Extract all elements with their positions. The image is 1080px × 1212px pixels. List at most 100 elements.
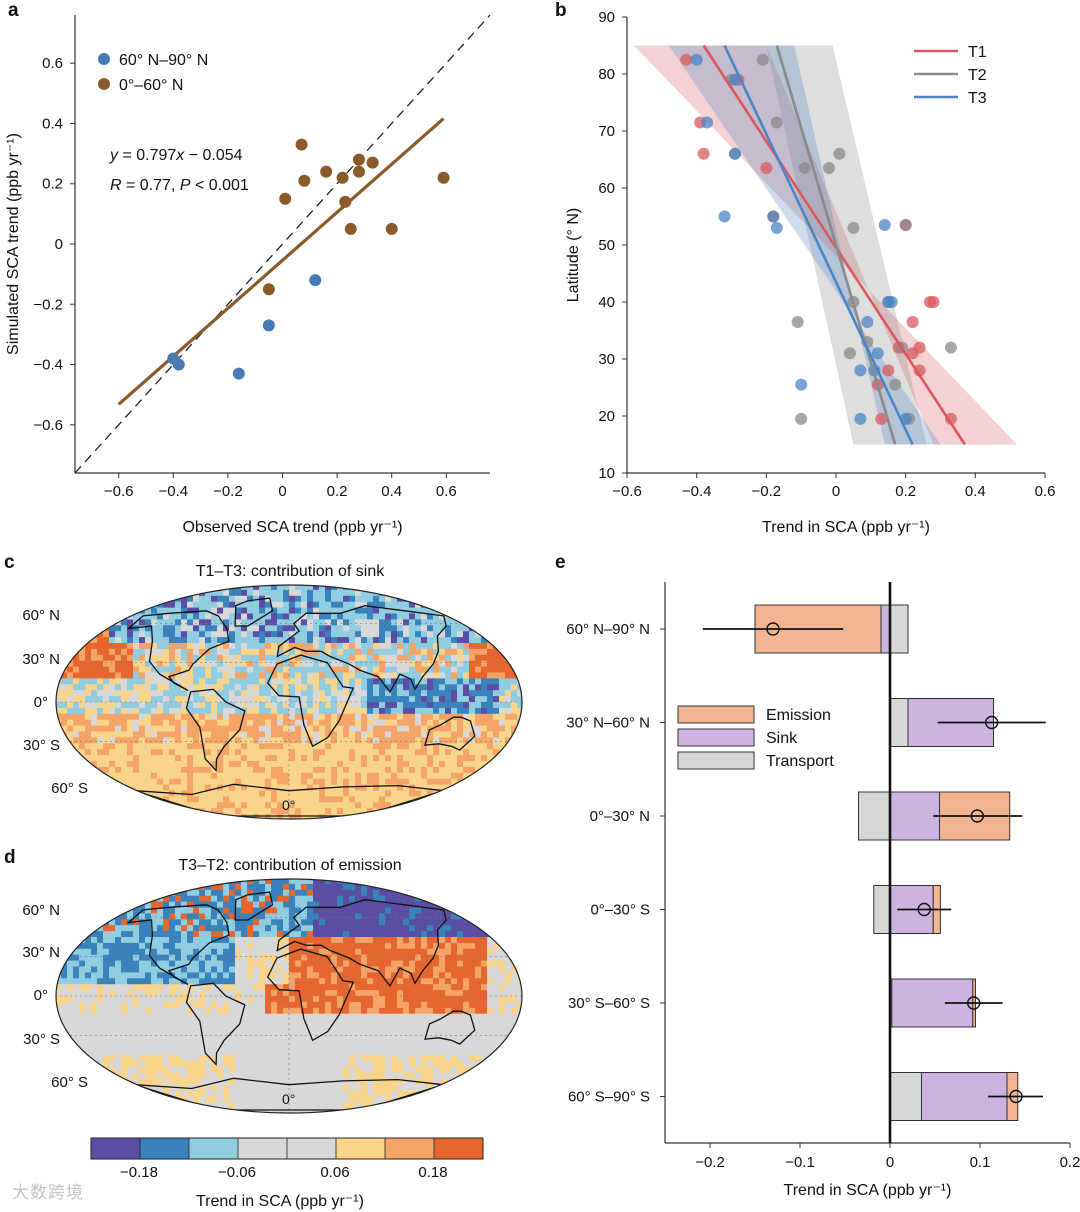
b-x-axis-label: Trend in SCA (ppb yr⁻¹) [762,519,930,536]
b-point-T3 [871,347,884,360]
map-d-lat-30n: 30° N [22,944,60,961]
a-point-low-lat [352,153,365,166]
e-bar-transport [889,1072,922,1121]
a-point-high-lat [262,319,275,332]
a-x-tick-label: 0.2 [327,483,348,500]
b-fit-line-T3 [723,44,914,446]
a-point-high-lat [172,358,185,371]
a-y-tick-label: 0.4 [42,115,63,132]
colorbar [90,1137,484,1160]
map-d-title: T3–T2: contribution of emission [178,857,402,874]
map-d-center-label: 0° [282,1091,296,1107]
e-legend-swatch [677,751,755,770]
panel-letter-a: a [8,0,19,21]
map-d-lat-0: 0° [33,987,48,1004]
a-x-tick-label: 0.4 [381,483,402,500]
colorbar-swatch [434,1138,483,1159]
b-y-tick-label: 30 [598,351,615,368]
b-point-T1 [680,53,693,66]
a-x-tick-label: 0 [278,483,286,500]
map-c-lat-30n: 30° N [22,651,60,668]
e-x-tick-label: 0.2 [1060,1154,1080,1171]
a-legend-marker [98,53,110,65]
e-net-marker [1009,1089,1023,1104]
e-category-label: 30° S–60° S [568,995,650,1012]
a-point-low-lat [295,138,308,151]
b-point-T2 [843,347,856,360]
a-point-low-lat [339,195,352,208]
b-legend-label: T3 [968,90,987,107]
e-legend-label: Sink [766,730,798,747]
e-legend-swatch [677,705,755,724]
a-point-high-lat [309,274,322,287]
e-x-tick-label: 0 [886,1154,894,1171]
a-y-tick-label: 0 [55,236,63,253]
b-point-T2 [847,221,860,234]
panel-letter-c: c [4,552,15,573]
colorbar-tick-1: −0.18 [120,1164,158,1181]
colorbar-swatch [336,1138,385,1159]
b-x-tick-label: 0.2 [895,483,916,500]
e-x-tick-label: −0.2 [695,1154,725,1171]
a-point-low-lat [336,171,349,184]
b-point-T3 [690,53,703,66]
b-fit-line-T1 [702,44,966,446]
b-point-T1 [927,296,940,308]
e-category-label: 60° N–90° N [566,621,650,638]
b-y-tick-label: 90 [598,9,615,26]
world-map-sink [55,584,523,820]
b-y-tick-label: 60 [598,180,615,197]
b-x-tick-label: 0 [832,483,840,500]
map-c-lat-60n: 60° N [22,607,60,624]
colorbar-swatch [91,1138,140,1159]
colorbar-tick-3: 0.06 [320,1164,350,1181]
map-outline-europe-asia [276,605,447,694]
colorbar-swatch [189,1138,238,1159]
a-y-tick-label: −0.2 [33,296,63,313]
colorbar-label: Trend in SCA (ppb yr⁻¹) [196,1193,364,1210]
a-equation: y = 0.797x − 0.054 [109,147,243,164]
e-bar-transport [889,604,909,654]
map-outline-greenland [234,597,274,627]
a-x-tick-label: −0.4 [158,483,188,500]
b-point-T3 [854,412,867,425]
b-point-T2 [756,53,769,66]
b-point-T3 [885,296,898,308]
map-border [55,584,523,820]
a-x-tick-label: −0.6 [104,483,134,500]
b-y-tick-label: 40 [598,294,615,311]
b-point-T2 [889,378,902,391]
colorbar-swatch [385,1138,434,1159]
e-net-marker [766,622,780,636]
b-y-tick-label: 10 [598,465,615,482]
b-fit-line-T2 [775,45,897,445]
b-point-T1 [697,147,710,160]
panel-letter-e: e [555,552,566,573]
a-point-low-lat [298,174,311,187]
e-category-label: 0°–30° N [590,808,650,825]
b-point-T3 [728,147,741,160]
a-x-tick-label: −0.2 [213,483,243,500]
a-legend-label: 0°–60° N [119,77,183,94]
b-point-T2 [770,116,783,129]
panel-letter-d: d [4,847,16,868]
map-c-lat-30s: 30° S [23,737,60,754]
e-x-tick-label: −0.1 [785,1154,815,1171]
colorbar-tick-2: −0.06 [218,1164,256,1181]
map-outline-australia [424,716,476,751]
b-x-tick-label: −0.6 [612,483,642,500]
e-net-marker [967,996,981,1010]
map-outline-north-america [126,904,230,986]
map-d-lat-60n: 60° N [22,902,60,919]
colorbar-swatch [140,1138,189,1159]
colorbar-swatch [238,1138,287,1159]
map-outline-north-america [126,610,230,692]
b-point-T1 [944,412,957,425]
map-c-center-label: 0° [282,797,296,813]
scatter-chart-a: −0.6 −0.4 −0.2 0 0.2 0.4 0.6 0.6 0.4 0.2 0 −0.2 −0.4… [5,14,491,536]
a-point-low-lat [385,222,398,235]
e-bar-transport [873,885,891,934]
bar-chart-e: −0.2 −0.1 0 0.1 0.2 60° N–90° N 30° N–60° N 0°–… [566,582,1080,1199]
a-y-tick-label: −0.4 [33,357,63,374]
map-c-title: T1–T3: contribution of sink [195,563,385,580]
